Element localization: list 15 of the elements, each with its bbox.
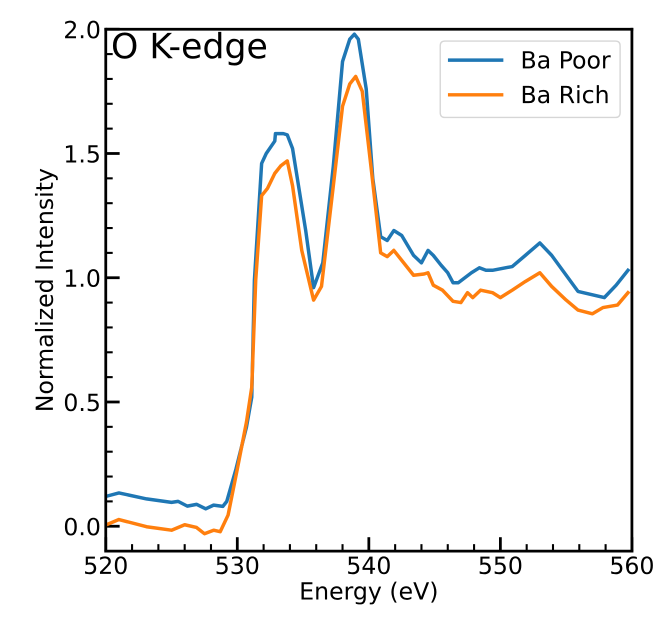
- x-tick-label: 560: [611, 556, 653, 574]
- legend-label: Ba Rich: [522, 85, 608, 104]
- x-tick-label: 520: [85, 556, 127, 574]
- legend-label: Ba Poor: [522, 51, 611, 69]
- x-axis-title: Energy (eV): [302, 582, 436, 604]
- y-tick-label: 0.5: [64, 393, 99, 412]
- y-axis-title: Normalized Intensity: [34, 168, 58, 410]
- annotation: O K-edge: [112, 32, 266, 66]
- y-tick-label: 2.0: [65, 20, 100, 39]
- x-tick-label: 540: [348, 556, 390, 574]
- x-tick-label: 530: [216, 556, 258, 574]
- y-tick-label: 1.0: [66, 269, 100, 288]
- x-tick-label: 550: [480, 556, 522, 574]
- y-tick-label: 0.0: [64, 518, 100, 536]
- y-tick-label: 1.5: [66, 145, 99, 163]
